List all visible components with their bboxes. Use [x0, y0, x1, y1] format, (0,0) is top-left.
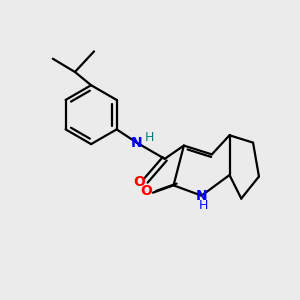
Text: N: N — [131, 136, 142, 150]
Text: N: N — [196, 189, 207, 202]
Text: H: H — [198, 200, 208, 212]
Text: O: O — [140, 184, 152, 198]
Text: O: O — [133, 176, 145, 189]
Text: H: H — [144, 131, 154, 144]
